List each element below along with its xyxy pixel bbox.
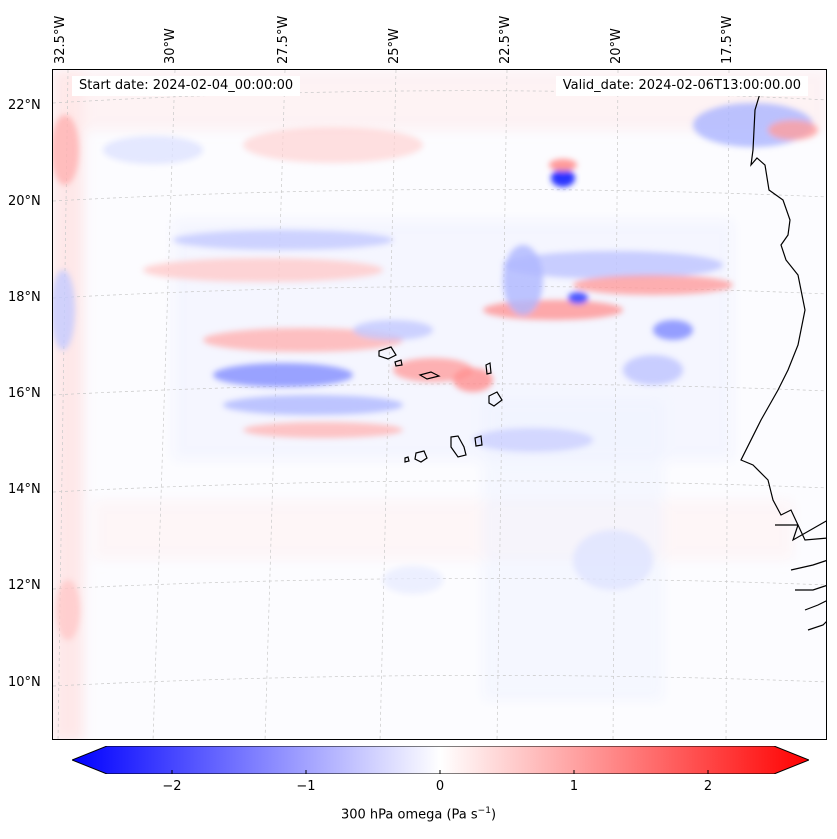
colorbar [72, 746, 809, 774]
omega-features [53, 103, 818, 640]
start-date-label: Start date: 2024-02-04_00:00:00 [72, 76, 301, 96]
colorbar-label: 300 hPa omega (Pa s−1) [340, 806, 497, 823]
africa-coastline [740, 89, 826, 542]
island-santo-antao [378, 346, 397, 360]
lon-label-27-5w: 27.5°W [276, 15, 291, 64]
island-sal [485, 362, 492, 375]
lat-label-12n: 12°N [8, 578, 41, 593]
lat-label-10n: 10°N [8, 675, 41, 690]
island-fogo [414, 450, 428, 463]
lat-label-18n: 18°N [8, 290, 41, 305]
coastlines [378, 89, 826, 631]
island-sao-nicolau [418, 371, 441, 380]
island-maio [474, 435, 483, 447]
omega-field-map [53, 70, 826, 739]
island-brava [404, 456, 410, 463]
map-panel [52, 69, 827, 740]
guinea-coast [790, 560, 826, 631]
lat-label-22n: 22°N [8, 98, 41, 113]
lon-label-20w: 20°W [609, 28, 624, 64]
colorbar-tick-label: 0 [435, 779, 445, 794]
colorbar-tick-label: 1 [569, 779, 579, 794]
lat-label-14n: 14°N [8, 482, 41, 497]
lat-label-16n: 16°N [8, 386, 41, 401]
lon-label-30w: 30°W [163, 28, 178, 64]
colorbar-tick-label: −1 [296, 779, 316, 794]
lat-label-20n: 20°N [8, 194, 41, 209]
lon-label-25w: 25°W [387, 28, 402, 64]
lon-label-22-5w: 22.5°W [498, 15, 513, 64]
valid-date-label: Valid_date: 2024-02-06T13:00:00.00 [555, 76, 808, 96]
colorbar-tick-label: 2 [703, 779, 713, 794]
colorbar-tick-label: −2 [162, 779, 182, 794]
island-boa-vista [488, 391, 503, 407]
island-santiago [450, 435, 467, 458]
field-background [53, 70, 826, 739]
lon-label-17-5w: 17.5°W [720, 15, 735, 64]
island-sao-vicente [394, 359, 403, 367]
senegambia-coast [775, 524, 826, 541]
lon-label-32-5w: 32.5°W [53, 15, 68, 64]
colorbar-body [72, 746, 809, 774]
